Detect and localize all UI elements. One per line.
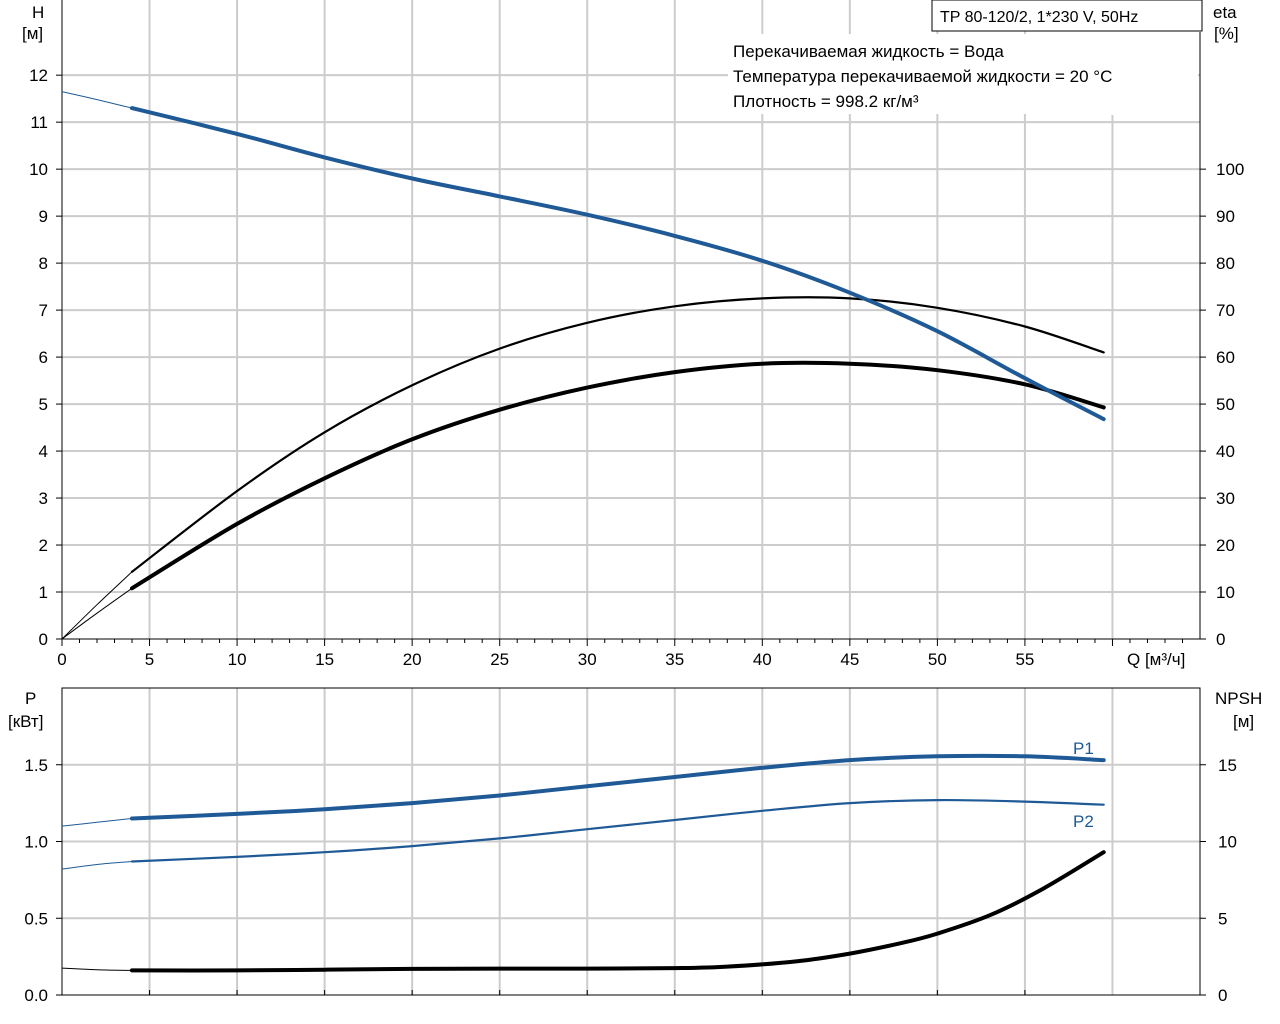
top-left-y-tick-label: 7 bbox=[39, 301, 48, 320]
top-left-y-tick-label: 11 bbox=[30, 113, 48, 132]
top-left-y-tick-label: 6 bbox=[39, 348, 48, 367]
x-tick-label: 40 bbox=[753, 650, 772, 669]
top-left-y-tick-label: 9 bbox=[39, 207, 48, 226]
top-right-y-tick-label: 70 bbox=[1216, 301, 1235, 320]
bottom-left-axis-label-unit: [кВт] bbox=[8, 712, 43, 731]
bottom-right-y-tick-label: 10 bbox=[1218, 833, 1237, 852]
top-right-y-tick-label: 90 bbox=[1216, 207, 1235, 226]
bottom-left-y-tick-label: 1.5 bbox=[24, 756, 48, 775]
top-right-y-tick-label: 100 bbox=[1216, 160, 1244, 179]
top-left-y-tick-label: 10 bbox=[29, 160, 48, 179]
x-tick-label: 35 bbox=[665, 650, 684, 669]
npsh-extrapolated-line bbox=[61, 967, 133, 971]
top-right-y-tick-label: 20 bbox=[1216, 536, 1235, 555]
eta-total-extrapolated-line bbox=[61, 587, 133, 640]
top-right-y-tick-label: 0 bbox=[1216, 630, 1225, 649]
bottom-right-y-tick-label: 5 bbox=[1218, 909, 1227, 928]
top-left-y-tick-label: 12 bbox=[29, 66, 48, 85]
info-line-density: Плотность = 998.2 кг/м³ bbox=[733, 92, 919, 111]
top-left-y-tick-label: 0 bbox=[39, 630, 48, 649]
top-left-y-tick-label: 4 bbox=[39, 442, 48, 461]
head-line bbox=[130, 106, 1106, 422]
p1-extrapolated-line bbox=[61, 818, 133, 827]
top-right-y-tick-label: 10 bbox=[1216, 583, 1235, 602]
x-tick-label: 30 bbox=[578, 650, 597, 669]
x-tick-label: 5 bbox=[145, 650, 154, 669]
x-tick-label: 20 bbox=[403, 650, 422, 669]
top-right-axis-label-symbol: eta bbox=[1213, 3, 1237, 22]
x-tick-label: 50 bbox=[928, 650, 947, 669]
top-left-axis-label-unit: [м] bbox=[22, 24, 43, 43]
p2-extrapolated-line bbox=[61, 861, 133, 870]
series-label-p1: P1 bbox=[1073, 739, 1094, 758]
bottom-right-y-tick-label: 15 bbox=[1218, 756, 1237, 775]
top-axes-frame bbox=[61, 0, 1201, 640]
bottom-right-axis-label-symbol: NPSH bbox=[1215, 689, 1262, 708]
top-right-y-tick-label: 40 bbox=[1216, 442, 1235, 461]
bottom-left-y-tick-label: 0.0 bbox=[24, 986, 48, 1005]
x-tick-label: 45 bbox=[840, 650, 859, 669]
npsh-line bbox=[130, 850, 1106, 973]
top-right-axis-label-unit: [%] bbox=[1214, 24, 1239, 43]
x-tick-label: 55 bbox=[1015, 650, 1034, 669]
head-extrapolated-line bbox=[61, 91, 133, 109]
top-right-y-tick-label: 60 bbox=[1216, 348, 1235, 367]
series-label-p2: P2 bbox=[1073, 812, 1094, 831]
chart-title: TP 80-120/2, 1*230 V, 50Hz bbox=[940, 9, 1138, 26]
top-left-y-tick-label: 2 bbox=[39, 536, 48, 555]
x-axis-label: Q [м³/ч] bbox=[1127, 650, 1185, 669]
eta-total-line bbox=[130, 360, 1106, 591]
info-line-temperature: Температура перекачиваемой жидкости = 20… bbox=[733, 67, 1112, 86]
p2-line bbox=[130, 798, 1105, 863]
top-left-y-tick-label: 5 bbox=[39, 395, 48, 414]
eta-pump-extrapolated-line bbox=[61, 571, 133, 640]
p1-line bbox=[130, 753, 1106, 821]
top-left-axis-label-symbol: H bbox=[32, 3, 44, 22]
top-left-y-tick-label: 1 bbox=[39, 583, 48, 602]
x-tick-label: 0 bbox=[57, 650, 66, 669]
chart-title-box bbox=[931, 0, 1203, 32]
bottom-left-y-tick-label: 1.0 bbox=[24, 833, 48, 852]
top-right-y-tick-label: 30 bbox=[1216, 489, 1235, 508]
top-right-y-tick-label: 80 bbox=[1216, 254, 1235, 273]
bottom-left-y-tick-label: 0.5 bbox=[24, 909, 48, 928]
bottom-right-y-tick-label: 0 bbox=[1218, 986, 1227, 1005]
x-tick-label: 15 bbox=[315, 650, 334, 669]
info-line-fluid: Перекачиваемая жидкость = Вода bbox=[733, 42, 1004, 61]
x-tick-label: 25 bbox=[490, 650, 509, 669]
eta-pump-line bbox=[130, 296, 1105, 573]
x-tick-label: 10 bbox=[228, 650, 247, 669]
top-left-y-tick-label: 8 bbox=[39, 254, 48, 273]
bottom-right-axis-label-unit: [м] bbox=[1233, 712, 1254, 731]
bottom-left-axis-label-symbol: P bbox=[25, 689, 36, 708]
info-box bbox=[728, 34, 1198, 114]
top-right-y-tick-label: 50 bbox=[1216, 395, 1235, 414]
top-left-y-tick-label: 3 bbox=[39, 489, 48, 508]
